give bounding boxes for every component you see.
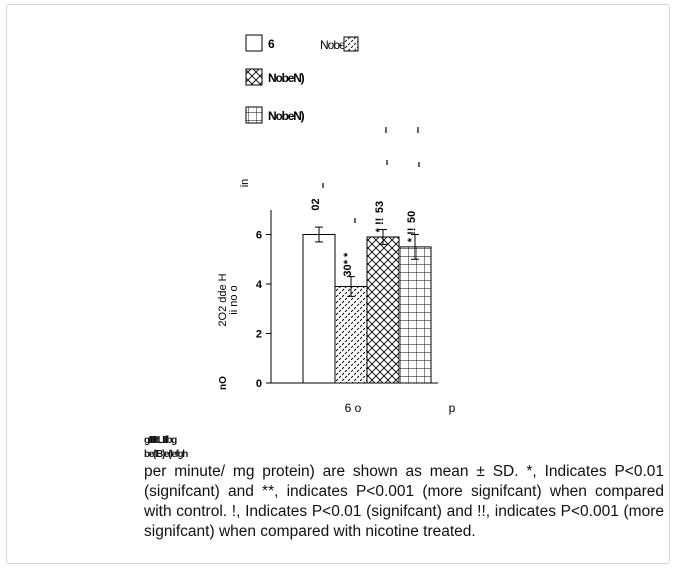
y-axis-label: 2O2 dde H: [217, 273, 229, 326]
chart-legend: 6 Nobe NobeN) NobeN): [245, 34, 359, 124]
figure-frame: [6, 4, 670, 564]
y-unit-label: nO: [218, 376, 229, 390]
legend-swatch: [245, 68, 263, 86]
caption-garbled-line-2: be(IB)e(Iefgh: [144, 449, 188, 460]
x-axis-right-label: p: [449, 401, 456, 415]
y-tick-label: 0: [256, 378, 262, 390]
x-axis-label: 6 o: [345, 401, 362, 415]
y-tick-label: 2: [256, 329, 262, 341]
legend-label: 6: [268, 37, 275, 51]
figure-caption: gIIIIItLIIlbg be(IB)e(Iefgh per minute/ …: [144, 434, 664, 542]
legend-label: NobeN): [268, 71, 305, 85]
y-tick-label: 4: [256, 279, 263, 291]
chart-bars: 02 30* * 53 * !! 50 * !!: [302, 127, 432, 384]
y-axis-label: ii no o: [228, 285, 240, 314]
bar-data-label: 53: [374, 201, 386, 213]
bar: [302, 234, 336, 384]
bar-data-label: 02: [310, 198, 322, 210]
bar: [334, 285, 368, 384]
legend-label: NobeN): [268, 109, 305, 123]
significance-label: * !!: [406, 228, 418, 243]
bar: [398, 246, 432, 384]
significance-label: * *: [342, 252, 354, 264]
bar-data-label: 30: [342, 264, 354, 276]
bar-data-label: 50: [406, 211, 418, 223]
y-tick-label: 6: [256, 230, 262, 242]
legend-swatch: [245, 34, 263, 52]
significance-label: * !!: [374, 218, 386, 233]
caption-garbled-line-1: gIIIIItLIIlbg: [144, 435, 177, 446]
legend-swatch: [343, 36, 359, 52]
bar: [366, 236, 400, 384]
caption-text: per minute/ mg protein) are shown as mea…: [144, 463, 664, 540]
legend-swatch: [245, 106, 263, 124]
legend-label: Nobe: [320, 38, 346, 52]
y-axis-label: in: [239, 179, 251, 188]
